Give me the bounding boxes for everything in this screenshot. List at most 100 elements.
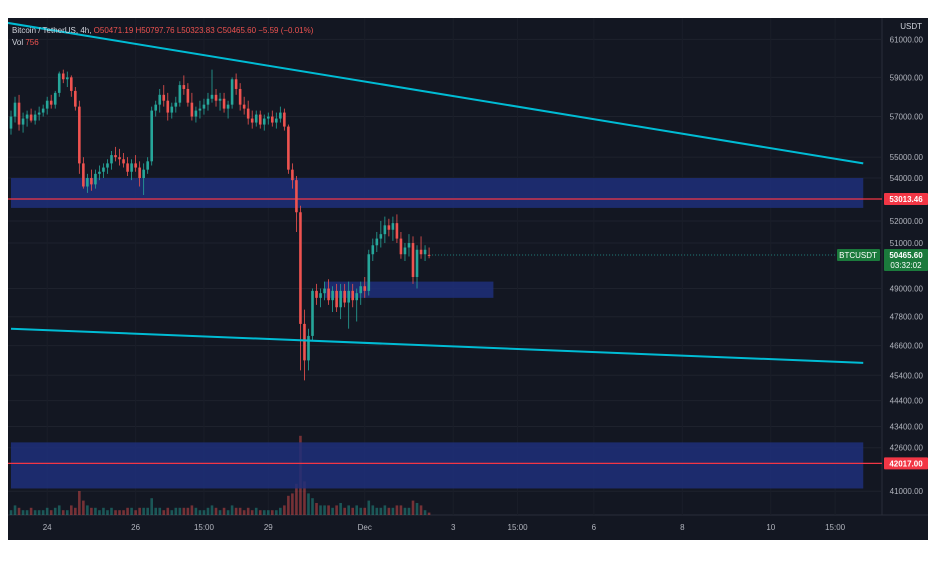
candle-body [154, 104, 158, 111]
candle-body [407, 243, 411, 248]
volume-bar [142, 507, 145, 515]
volume-bar [53, 507, 57, 515]
volume-bar [102, 507, 105, 515]
volume-bar [383, 505, 387, 515]
x-tick-label: 10 [766, 523, 775, 532]
candle-body [387, 225, 391, 230]
candle-body [126, 163, 129, 172]
candle-body [246, 108, 250, 119]
candle-body [138, 167, 141, 179]
volume-bar [427, 512, 431, 515]
candle-body [186, 88, 190, 103]
volume-bar [110, 507, 113, 515]
current-price-label: 50465.60 [889, 251, 923, 260]
chart-legend: Bitcoin / TetherUS, 4h, O50471.19 H50797… [12, 25, 313, 37]
volume-bar [407, 507, 411, 515]
volume-bar [41, 510, 45, 515]
candle-body [174, 102, 178, 107]
volume-bar [359, 507, 363, 515]
volume-bar [186, 507, 190, 515]
volume-bar [262, 510, 266, 515]
volume-bar [254, 507, 258, 515]
axis-currency-label: USDT [900, 22, 922, 31]
volume-bar [411, 500, 415, 515]
volume-bar [74, 507, 77, 515]
horizontal-levels [8, 198, 882, 465]
candle-body [343, 290, 346, 303]
volume-bar [351, 507, 354, 515]
candle-body [146, 161, 149, 170]
candle-body [427, 254, 431, 256]
volume-bar [86, 505, 89, 515]
candle-body [403, 247, 407, 255]
x-tick-label: 26 [131, 523, 140, 532]
volume-bar [190, 505, 194, 515]
candle-body [367, 254, 371, 291]
candle-body [399, 238, 403, 255]
candle-body [102, 167, 105, 172]
volume-bar [403, 507, 407, 515]
volume-value: 756 [25, 38, 39, 47]
candle-body [21, 118, 25, 125]
volume-bar [266, 510, 270, 515]
volume-bar [371, 505, 375, 515]
volume-label: Vol [12, 38, 24, 47]
current-price-tag [884, 249, 928, 272]
volume-bar [130, 507, 133, 515]
candle-body [210, 94, 214, 99]
candle-body [234, 79, 238, 89]
volume-bar [319, 505, 322, 515]
volume-bar [198, 510, 202, 515]
volume-bar [271, 510, 274, 515]
volume-bar [49, 510, 53, 515]
trendlines [8, 21, 864, 364]
y-tick-label: 49000.00 [890, 285, 924, 294]
volume-bar [21, 510, 25, 515]
y-tick-label: 43400.00 [890, 423, 924, 432]
volume-bar [162, 510, 166, 515]
candle-body [411, 243, 415, 277]
candle-body [98, 171, 101, 174]
y-tick-label: 42600.00 [890, 444, 924, 453]
volume-bar [363, 507, 367, 515]
candle-body [114, 155, 117, 158]
volume-bar [355, 505, 359, 515]
volume-bar [114, 510, 117, 515]
chart-frame[interactable]: 61000.00 59000.00 57000.00 55000.00 54000.00… [8, 18, 928, 540]
time-axis[interactable]: 24 26 15:00 29 Dec 3 15:00 6 8 10 15:00 [43, 523, 846, 532]
candle-body [315, 290, 318, 298]
candle-body [307, 335, 310, 361]
candle-body [262, 118, 266, 125]
candle-body [226, 104, 230, 109]
candle-body [383, 225, 387, 235]
zone-demand-zone-lower [11, 442, 864, 489]
candle-body [415, 249, 419, 277]
volume-bar [122, 510, 125, 515]
volume-bar [210, 505, 214, 515]
candle-body [299, 212, 302, 324]
ohlc-values: O50471.19 H50797.76 L50323.83 C50465.60 … [93, 26, 314, 35]
volume-bar [98, 510, 101, 515]
candlestick-chart[interactable]: 61000.00 59000.00 57000.00 55000.00 54000.00… [8, 18, 928, 540]
candle-body [359, 286, 363, 294]
candle-body [295, 180, 298, 213]
price-level-label: 53013.46 [889, 195, 923, 204]
trendline-lower-channel [10, 327, 864, 364]
volume-bar [218, 510, 222, 515]
price-axis[interactable]: 61000.00 59000.00 57000.00 55000.00 54000.00… [890, 35, 924, 496]
trendline-descending-resistance [8, 21, 864, 165]
volume-bar [194, 507, 198, 515]
candle-body [90, 178, 93, 185]
volume-bar [37, 510, 41, 515]
volume-bar [258, 510, 262, 515]
candle-body [379, 234, 383, 239]
volume-bar [323, 505, 326, 515]
candle-body [17, 102, 21, 125]
candle-body [194, 110, 198, 117]
candle-body [419, 249, 423, 255]
y-tick-label: 57000.00 [890, 113, 924, 122]
y-tick-label: 51000.00 [890, 239, 924, 248]
volume-bar [13, 505, 17, 515]
volume-bar [70, 505, 73, 515]
